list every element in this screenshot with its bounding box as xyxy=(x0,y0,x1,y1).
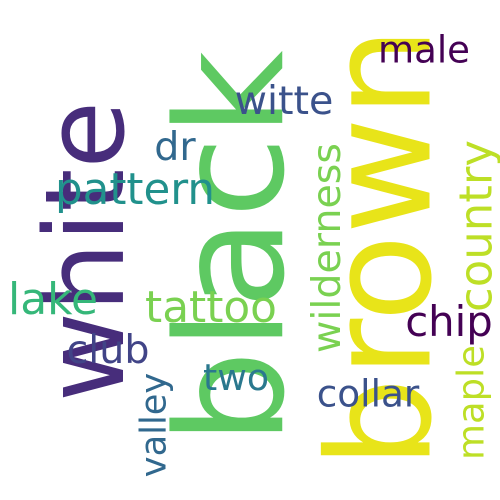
word-maple: maple xyxy=(449,345,493,460)
word-club: club xyxy=(66,327,150,374)
word-valley: valley xyxy=(133,372,175,478)
word-chip: chip xyxy=(405,297,493,347)
word-lake: lake xyxy=(8,274,98,326)
word-collar: collar xyxy=(316,371,420,416)
word-tattoo: tattoo xyxy=(145,282,277,334)
word-dr: dr xyxy=(154,124,196,171)
word-witte: witte xyxy=(234,78,334,125)
word-male: male xyxy=(378,28,470,72)
word-pattern: pattern xyxy=(55,165,215,216)
word-two: two xyxy=(203,355,269,399)
word-wilderness: wilderness xyxy=(304,142,351,354)
word-country: country xyxy=(449,140,500,312)
